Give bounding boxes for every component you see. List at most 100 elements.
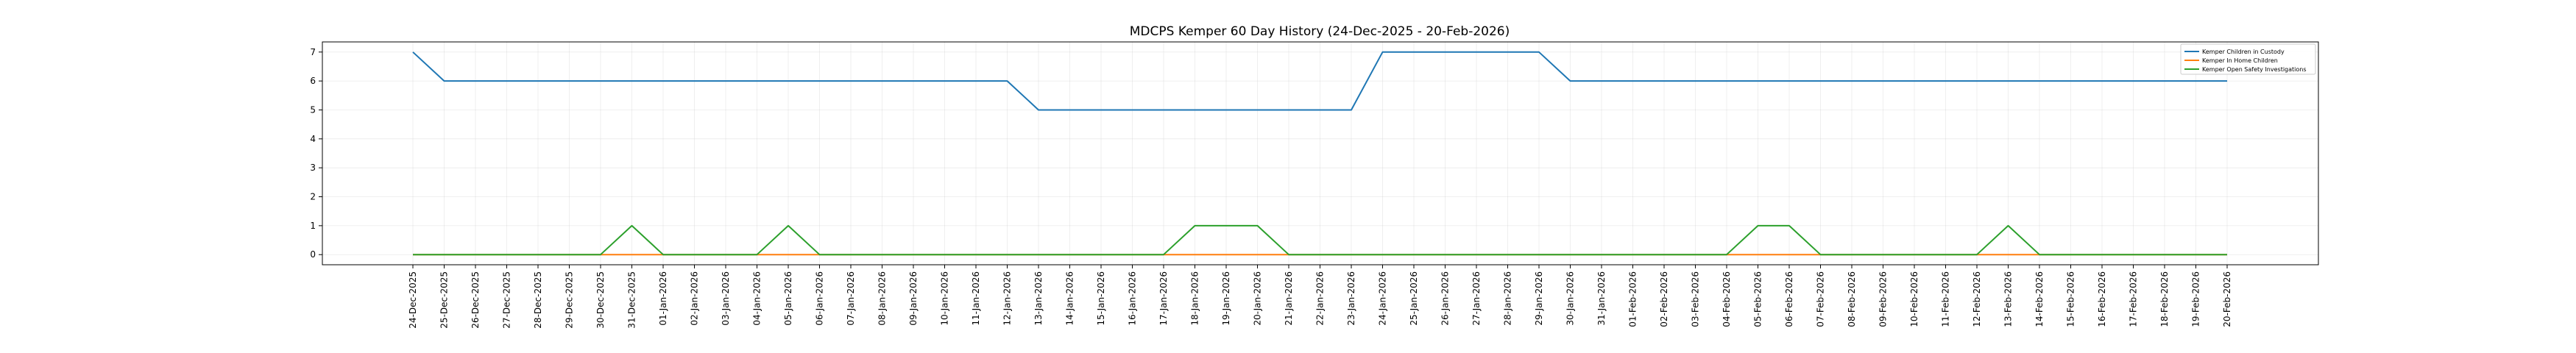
data-point <box>631 80 633 82</box>
data-point <box>1758 254 1759 255</box>
x-tick-label: 03-Jan-2026 <box>721 271 731 326</box>
data-point <box>975 80 977 82</box>
x-tick-label: 31-Jan-2026 <box>1596 271 1607 326</box>
data-point <box>444 254 445 255</box>
data-point <box>2226 80 2228 82</box>
data-point <box>1445 51 1446 53</box>
data-point <box>2164 80 2165 82</box>
x-tick-label: 27-Jan-2026 <box>1471 271 1482 326</box>
data-point <box>1758 225 1759 227</box>
x-tick-label: 07-Jan-2026 <box>846 271 856 326</box>
x-tick-label: 22-Jan-2026 <box>1315 271 1326 326</box>
x-tick-label: 06-Feb-2026 <box>1784 271 1794 327</box>
x-tick-label: 04-Jan-2026 <box>752 271 762 326</box>
y-tick-label: 4 <box>310 134 316 144</box>
data-point <box>788 80 789 82</box>
x-tick-label: 03-Feb-2026 <box>1691 271 1701 327</box>
x-tick-label: 11-Jan-2026 <box>971 271 981 326</box>
y-tick-label: 5 <box>310 104 316 115</box>
data-point <box>1195 225 1196 227</box>
data-point <box>1726 80 1727 82</box>
x-tick-label: 25-Jan-2026 <box>1409 271 1419 326</box>
data-point <box>2101 80 2103 82</box>
data-point <box>1069 254 1071 255</box>
x-tick-label: 10-Jan-2026 <box>940 271 950 326</box>
x-tick-label: 20-Jan-2026 <box>1253 271 1263 326</box>
x-tick-label: 12-Jan-2026 <box>1002 271 1013 326</box>
data-point <box>1382 51 1384 53</box>
data-point <box>1351 109 1352 110</box>
x-tick-label: 02-Jan-2026 <box>690 271 700 326</box>
series-line <box>413 224 2227 256</box>
data-point <box>2101 254 2103 255</box>
data-point <box>1695 254 1696 255</box>
data-point <box>975 254 977 255</box>
data-point <box>1476 51 1477 53</box>
data-point <box>725 254 726 255</box>
data-point <box>1820 80 1822 82</box>
data-point <box>569 254 570 255</box>
data-point <box>694 254 696 255</box>
data-point <box>1163 109 1164 110</box>
x-tick-label: 23-Jan-2026 <box>1346 271 1356 326</box>
y-tick-label: 3 <box>310 163 316 173</box>
grid-lines <box>322 42 2318 265</box>
chart-title: MDCPS Kemper 60 Day History (24-Dec-2025… <box>1130 24 1510 39</box>
x-tick-label: 09-Feb-2026 <box>1878 271 1889 327</box>
x-tick-label: 15-Feb-2026 <box>2066 271 2076 327</box>
data-point <box>2039 254 2040 255</box>
data-point <box>2070 254 2072 255</box>
data-point <box>819 254 821 255</box>
data-point <box>1257 225 1259 227</box>
data-point <box>1945 254 1947 255</box>
x-tick-label: 26-Dec-2025 <box>470 271 481 329</box>
data-point <box>1007 254 1008 255</box>
data-point <box>569 80 570 82</box>
data-point <box>694 80 696 82</box>
y-tick-label: 2 <box>310 192 316 202</box>
x-tick-label: 27-Dec-2025 <box>502 271 512 329</box>
x-tick-label: 15-Jan-2026 <box>1096 271 1106 326</box>
data-point <box>882 80 883 82</box>
legend-label: Kemper Children in Custody <box>2202 49 2285 55</box>
x-tick-label: 06-Jan-2026 <box>815 271 825 326</box>
data-point <box>1195 109 1196 110</box>
series-0 <box>412 51 2228 111</box>
data-point <box>537 80 539 82</box>
x-tick-label: 04-Feb-2026 <box>1722 271 1732 327</box>
data-point <box>1320 254 1321 255</box>
x-tick-label: 18-Jan-2026 <box>1190 271 1200 326</box>
data-point <box>1788 254 1790 255</box>
data-point <box>2133 254 2134 255</box>
data-point <box>1069 109 1071 110</box>
x-tick-label: 17-Jan-2026 <box>1158 271 1169 326</box>
data-point <box>1507 51 1509 53</box>
x-tick-label: 31-Dec-2025 <box>627 271 637 329</box>
data-point <box>662 254 664 255</box>
data-point <box>662 80 664 82</box>
data-point <box>1257 109 1259 110</box>
x-tick-label: 08-Feb-2026 <box>1847 271 1857 327</box>
data-point <box>1632 80 1634 82</box>
data-point <box>2133 80 2134 82</box>
y-tick-label: 6 <box>310 76 316 86</box>
data-point <box>1914 254 1915 255</box>
data-point <box>944 80 946 82</box>
data-point <box>412 254 414 255</box>
data-point <box>600 254 601 255</box>
data-point <box>819 80 821 82</box>
data-point <box>506 80 508 82</box>
x-tick-label: 10-Feb-2026 <box>1909 271 1919 327</box>
data-point <box>1163 254 1164 255</box>
data-point <box>788 225 789 227</box>
data-point <box>882 254 883 255</box>
data-point <box>1225 254 1227 255</box>
series-2 <box>412 224 2227 256</box>
x-tick-label: 25-Dec-2025 <box>439 271 450 329</box>
data-point <box>1413 254 1415 255</box>
x-tick-label: 21-Jan-2026 <box>1284 271 1294 326</box>
data-point <box>631 254 633 255</box>
data-point <box>1288 254 1289 255</box>
data-point <box>475 254 476 255</box>
data-point <box>1632 254 1634 255</box>
